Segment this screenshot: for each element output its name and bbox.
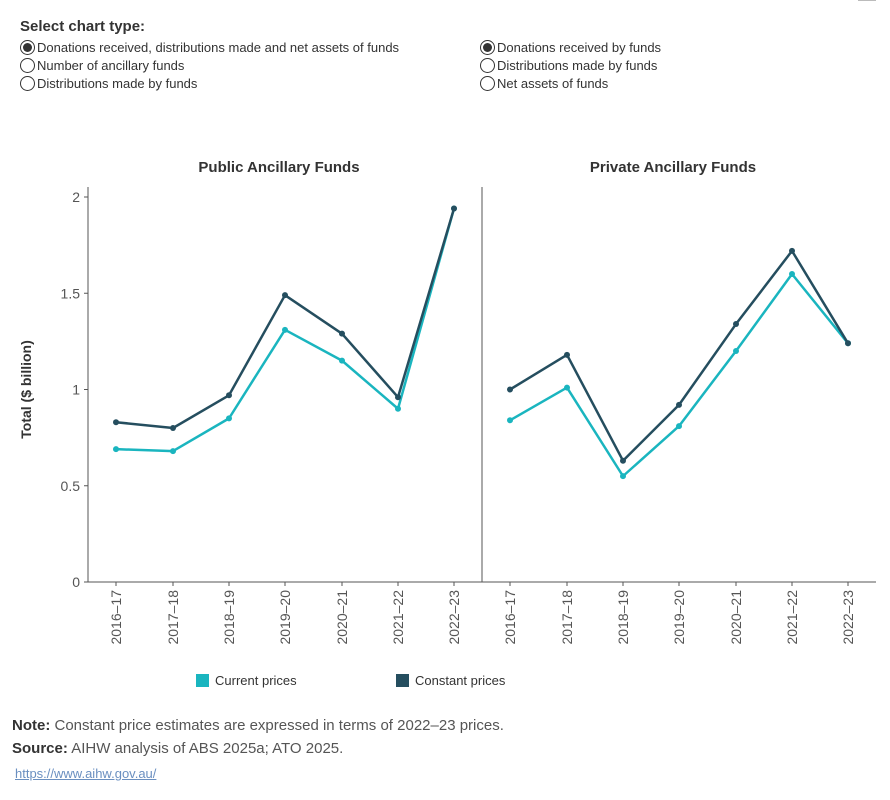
radio-label: Distributions made by funds	[37, 75, 198, 91]
x-tick-label: 2016–17	[502, 590, 518, 645]
radio-label: Donations received by funds	[497, 39, 662, 55]
source-label: Source:	[12, 740, 68, 757]
note-label: Note:	[12, 717, 51, 734]
legend-label-constant: Constant prices	[415, 673, 506, 688]
source-line: Source: AIHW analysis of ABS 2025a; ATO …	[12, 740, 343, 757]
radio-option-distributions-made-by-funds[interactable]: Distributions made by funds	[480, 56, 661, 74]
x-tick-label: 2021–22	[390, 590, 406, 645]
data-point	[170, 425, 176, 431]
data-point	[676, 423, 682, 430]
x-tick-label: 2017–18	[165, 590, 181, 645]
y-tick-label: 0.5	[61, 478, 81, 494]
data-point	[507, 417, 513, 424]
x-tick-label: 2020–21	[334, 590, 350, 645]
panel-title: Public Ancillary Funds	[198, 159, 359, 176]
data-point	[620, 457, 626, 464]
x-tick-label: 2018–19	[221, 590, 237, 645]
aihw-link[interactable]: https://www.aihw.gov.au/	[15, 766, 157, 781]
source-text: AIHW analysis of ABS 2025a; ATO 2025.	[67, 740, 344, 757]
data-point	[676, 401, 682, 408]
legend-swatch-current	[196, 674, 209, 687]
y-tick-label: 2	[72, 189, 80, 205]
y-tick-label: 1	[72, 382, 80, 398]
data-point	[733, 321, 739, 328]
y-tick-label: 1.5	[61, 285, 81, 301]
data-point	[789, 271, 795, 277]
legend-item-constant-prices[interactable]: Constant prices	[396, 673, 505, 688]
data-point	[282, 326, 288, 333]
data-point	[620, 473, 626, 480]
radio-option-donations-distributions-net-assets[interactable]: Donations received, distributions made a…	[20, 38, 399, 56]
radio-option-distributions-made[interactable]: Distributions made by funds	[20, 74, 399, 92]
radio-button[interactable]	[20, 57, 35, 73]
series-line-constant-prices	[115, 208, 456, 430]
note-line: Note: Constant price estimates are expre…	[12, 717, 504, 734]
data-point	[395, 405, 401, 412]
line-chart: 0 0.5 1 1.5 2 Total ($ billion) Public Ancilla…	[18, 159, 876, 645]
x-tick-label: 2016–17	[108, 590, 124, 645]
x-tick-label: 2018–19	[615, 590, 631, 645]
data-point	[226, 415, 232, 422]
radio-button[interactable]	[20, 39, 35, 55]
legend-swatch-constant	[396, 674, 409, 687]
radio-button[interactable]	[480, 39, 495, 55]
x-tick-label: 2020–21	[728, 590, 744, 645]
data-point	[339, 330, 345, 337]
radio-label: Net assets of funds	[497, 75, 609, 91]
radio-option-donations-received[interactable]: Donations received by funds	[480, 38, 661, 56]
radio-label: Distributions made by funds	[497, 57, 658, 73]
radio-button[interactable]	[480, 57, 495, 73]
top-right-divider	[858, 0, 876, 1]
data-point	[789, 247, 795, 254]
y-tick-label: 0	[72, 574, 80, 590]
series-line-current-prices	[509, 272, 849, 478]
data-point	[226, 392, 232, 399]
data-point	[113, 446, 119, 453]
data-point	[282, 292, 288, 299]
radio-group-left: Donations received, distributions made a…	[20, 38, 399, 92]
data-point	[395, 394, 401, 401]
radio-label: Number of ancillary funds	[37, 57, 185, 73]
data-point	[170, 448, 176, 455]
legend-label-current: Current prices	[215, 673, 297, 688]
radio-option-net-assets[interactable]: Net assets of funds	[480, 74, 661, 92]
x-tick-label: 2019–20	[277, 590, 293, 645]
legend-item-current-prices[interactable]: Current prices	[196, 673, 297, 688]
panel-title: Private Ancillary Funds	[590, 159, 756, 176]
radio-label: Donations received, distributions made a…	[37, 39, 400, 55]
radio-group-right: Donations received by funds Distribution…	[480, 38, 661, 92]
y-axis-label: Total ($ billion)	[18, 340, 34, 439]
radio-button[interactable]	[20, 75, 35, 91]
data-point	[339, 357, 345, 364]
select-chart-type-title: Select chart type:	[20, 18, 146, 35]
data-point	[733, 348, 739, 354]
x-tick-label: 2022–23	[840, 590, 856, 645]
data-point	[451, 205, 457, 212]
data-point	[564, 384, 570, 391]
data-point	[845, 340, 851, 347]
x-tick-label: 2022–23	[446, 590, 462, 645]
data-point	[507, 386, 513, 393]
data-point	[564, 351, 570, 358]
note-text: Constant price estimates are expressed i…	[50, 717, 504, 734]
radio-option-number-of-funds[interactable]: Number of ancillary funds	[20, 56, 399, 74]
x-tick-label: 2017–18	[559, 590, 575, 645]
radio-button[interactable]	[480, 75, 495, 91]
x-tick-label: 2021–22	[784, 590, 800, 645]
x-tick-label: 2019–20	[671, 590, 687, 645]
data-point	[113, 419, 119, 426]
